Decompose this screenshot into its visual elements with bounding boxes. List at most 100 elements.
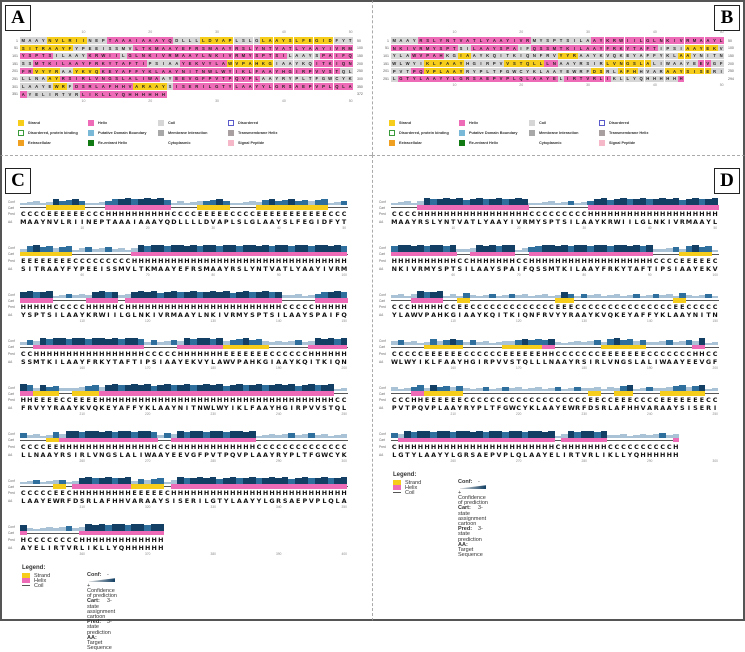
aa-char: L: [575, 264, 580, 273]
confidence-bar: [698, 337, 706, 345]
confidence-bar: [593, 245, 601, 252]
aa-char: A: [119, 218, 124, 226]
aa-char: P: [424, 311, 430, 319]
residue-strand: F: [300, 37, 307, 44]
confidence-bar: [554, 342, 562, 345]
aa-char: N: [443, 218, 450, 226]
residue-helix: P: [226, 75, 234, 83]
aa-char: R: [230, 264, 236, 273]
pred-char: H: [217, 396, 223, 404]
residue-helix: Y: [246, 52, 254, 60]
aa-char: H: [151, 543, 157, 552]
confidence-bar: [65, 338, 73, 345]
confidence-bar: [33, 340, 40, 345]
aa-char: I: [329, 311, 333, 319]
psipred-row: Conf Cart Pred C C C H H E E E E E E C C C C C C C C C C C C C C C C C…: [379, 384, 719, 419]
pred-char: E: [40, 256, 46, 265]
pred-char: C: [60, 396, 65, 404]
pred-char: H: [184, 349, 190, 358]
pred-char: C: [282, 442, 288, 451]
confidence-bar: [652, 434, 660, 438]
aa-char: Y: [315, 264, 321, 273]
confidence-bar: [46, 291, 53, 298]
aa-char: I: [107, 311, 110, 319]
pred-char: H: [302, 396, 308, 404]
legend-label: Helix: [98, 121, 108, 125]
confidence-bar: [92, 524, 99, 531]
residue-coil: L: [60, 52, 67, 60]
pred-char: H: [424, 256, 430, 265]
aa-char: L: [392, 450, 397, 459]
confidence-bar: [249, 201, 256, 205]
pred-char: H: [230, 396, 236, 404]
confidence-bar: [580, 388, 588, 391]
aa-char: N: [692, 311, 699, 319]
residue-helix: N: [346, 60, 354, 67]
legend-label: Disordered: [609, 121, 630, 125]
residue-helix: K: [146, 44, 154, 52]
residue-coil: K: [597, 52, 605, 60]
aa-char: A: [673, 357, 679, 366]
lane-label-conf: Conf: [8, 525, 15, 529]
confidence-bar: [443, 198, 450, 205]
confidence-bar: [404, 244, 411, 252]
aa-char: W: [404, 357, 412, 366]
lane-label-aa: AA: [8, 266, 13, 271]
pred-char: C: [73, 535, 78, 544]
confidence-bar: [456, 295, 464, 298]
pred-char: C: [295, 303, 301, 311]
tick-label: 20: [519, 83, 524, 88]
pred-char: H: [601, 256, 607, 265]
residue-strand: L: [431, 60, 438, 67]
confidence-bar: [574, 386, 581, 391]
psipred-row: Conf Cart Pred E E E E E E E E C C C C C C C C C H H H H H H H H H H H…: [8, 244, 348, 280]
legend-annotation-a: Strand Helix Coil Disordered Disordered, pro…: [18, 120, 298, 146]
helix-segment: [105, 205, 171, 210]
residue-helix: Y: [180, 60, 187, 67]
pred-char: H: [158, 535, 164, 544]
residue-strand: L: [604, 60, 611, 67]
pred-char: C: [79, 303, 85, 311]
aa-char: K: [614, 264, 620, 273]
confidence-bar: [242, 477, 250, 484]
confidence-bar: [613, 245, 621, 252]
confidence-bar: [20, 248, 27, 252]
aa-char: L: [483, 404, 488, 412]
confidence-bar: [535, 430, 542, 438]
aa-char: A: [164, 357, 170, 366]
pred-char: C: [79, 256, 85, 265]
pred-char: H: [411, 396, 417, 404]
confidence-bar: [137, 244, 145, 252]
confidence-bar: [190, 339, 197, 345]
aa-char: T: [516, 357, 521, 366]
pred-char: E: [424, 396, 430, 404]
position-ticks: 160 170 180 190 200: [391, 366, 718, 373]
pred-char: H: [430, 303, 437, 311]
aa-char: T: [328, 404, 334, 412]
pred-char: H: [443, 442, 450, 451]
lane-label-cart: Cart: [379, 252, 386, 256]
confidence-bar: [216, 292, 223, 298]
legend-swatch: [599, 120, 605, 126]
confidence-bar: [222, 245, 230, 252]
aa-char: T: [315, 357, 321, 366]
pred-char: H: [315, 256, 321, 265]
residue-coil: I: [517, 52, 525, 60]
pred-char: H: [509, 256, 515, 265]
residue-coil: V: [644, 68, 652, 75]
grid-row: 251 L L N A A Y R S I R L V N G S L A L I W A A Y E E V G F P V T P Q V P L A…: [6, 75, 363, 83]
residue-strand: A: [444, 68, 451, 75]
pred-char: C: [653, 256, 659, 265]
psipred-legend: Legend: Strand Helix Coil Conf: -+ Confidence…: [22, 565, 117, 651]
lane-label-cart: Cart: [8, 484, 15, 489]
aa-char: L: [191, 218, 196, 226]
strand-segment: [46, 437, 60, 443]
aa-char: V: [424, 404, 430, 412]
residue-helix: I: [293, 68, 301, 75]
aa-char: M: [548, 264, 555, 273]
aa-char: V: [308, 497, 314, 505]
pred-char: E: [634, 349, 639, 358]
aa-char: L: [431, 357, 436, 366]
aa-char: T: [106, 218, 111, 226]
legend-label: Strand: [34, 572, 51, 579]
